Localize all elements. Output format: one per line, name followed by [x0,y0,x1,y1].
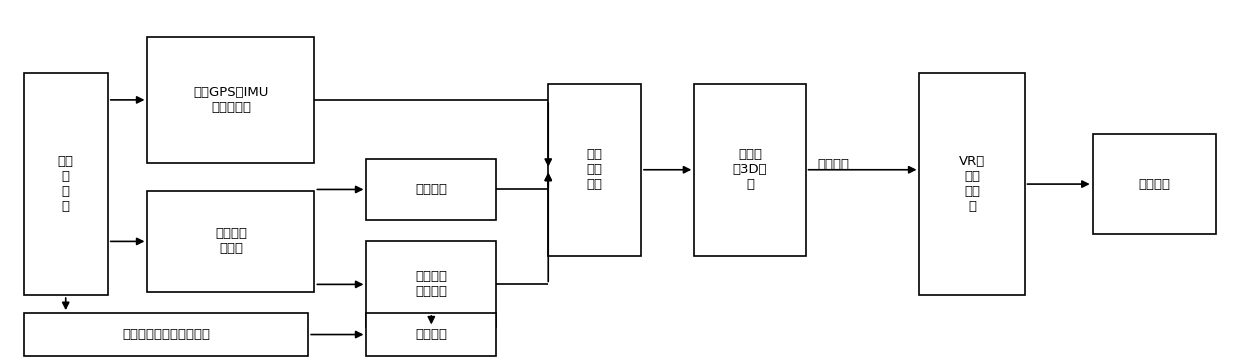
FancyBboxPatch shape [366,159,496,220]
Text: 无线传输: 无线传输 [817,158,849,171]
FancyBboxPatch shape [694,84,806,256]
Text: 表面温度及其他数据采集: 表面温度及其他数据采集 [122,328,210,341]
Text: VR虚
拟现
实设
备: VR虚 拟现 实设 备 [959,155,985,213]
FancyBboxPatch shape [24,73,108,295]
Text: 检测报告: 检测报告 [1138,178,1171,191]
Text: 图像转
换3D格
式: 图像转 换3D格 式 [733,148,768,191]
Text: 基于GPS及IMU
的定位模块: 基于GPS及IMU 的定位模块 [193,86,269,114]
FancyBboxPatch shape [548,84,641,256]
Text: 数据处理: 数据处理 [415,328,448,341]
FancyBboxPatch shape [1092,134,1216,234]
Text: 红外热图
像获取: 红外热图 像获取 [215,227,247,255]
Text: 图像温度
区域划分: 图像温度 区域划分 [415,270,448,299]
FancyBboxPatch shape [148,191,315,292]
FancyBboxPatch shape [366,313,496,356]
Text: 无人
机
模
块: 无人 机 模 块 [58,155,73,213]
Text: 图像拼接: 图像拼接 [415,183,448,196]
FancyBboxPatch shape [919,73,1024,295]
Text: 图像
叠加
处理: 图像 叠加 处理 [587,148,603,191]
FancyBboxPatch shape [366,242,496,327]
FancyBboxPatch shape [24,313,309,356]
FancyBboxPatch shape [148,37,315,162]
